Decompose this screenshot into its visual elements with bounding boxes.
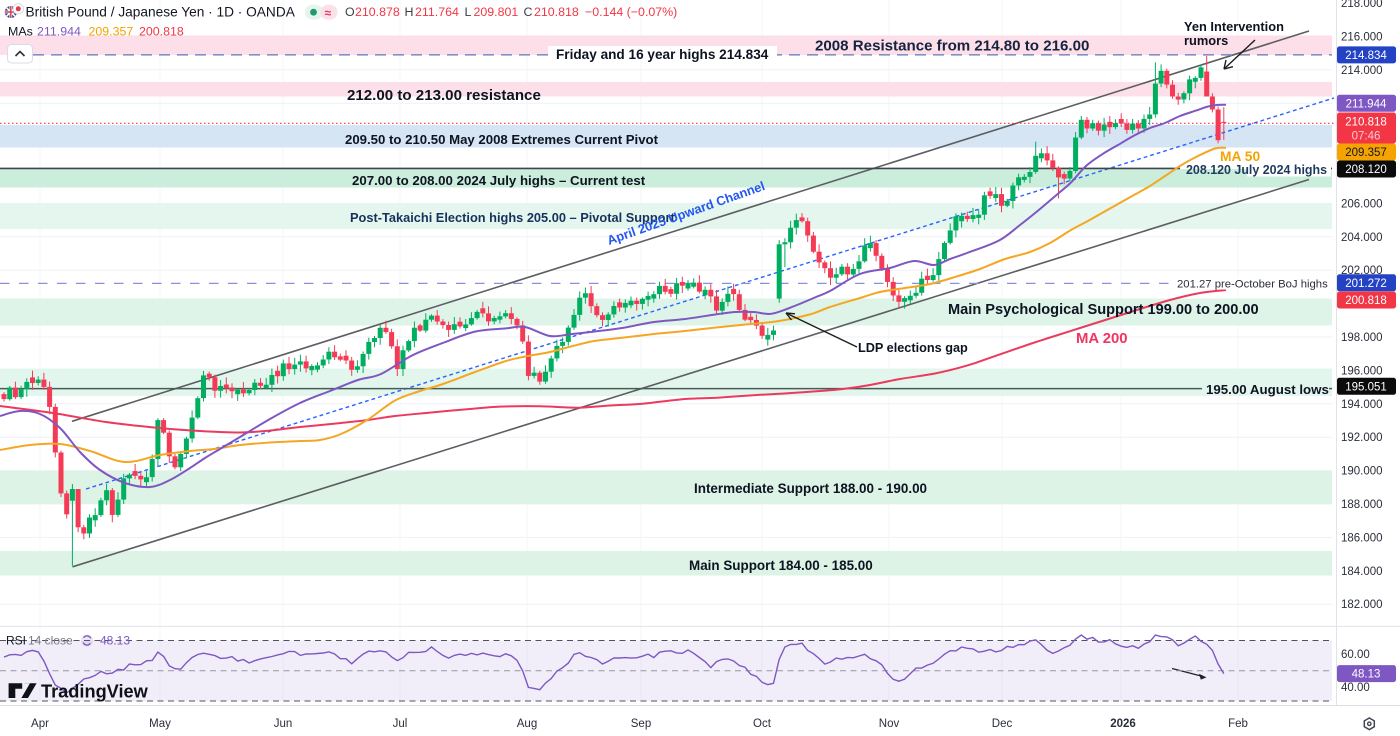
- svg-text:2026: 2026: [1110, 718, 1136, 730]
- svg-text:−0.144 (−0.07%): −0.144 (−0.07%): [585, 5, 677, 19]
- svg-text:14 close: 14 close: [28, 634, 73, 648]
- svg-text:195.00 August lows: 195.00 August lows: [1206, 382, 1329, 397]
- svg-text:British Pound / Japanese Yen ·: British Pound / Japanese Yen · 1D · OAND…: [26, 5, 296, 20]
- svg-text:201.27 pre-October BoJ highs: 201.27 pre-October BoJ highs: [1177, 279, 1328, 291]
- svg-text:TradingView: TradingView: [41, 682, 149, 702]
- svg-text:200.818: 200.818: [1345, 295, 1387, 307]
- svg-text:Aug: Aug: [517, 718, 537, 730]
- svg-text:214.834: 214.834: [1345, 50, 1387, 62]
- svg-text:209.357: 209.357: [1345, 147, 1387, 159]
- svg-text:H: H: [405, 5, 414, 19]
- svg-text:210.818: 210.818: [1345, 116, 1387, 128]
- svg-text:202.000: 202.000: [1341, 265, 1383, 277]
- svg-text:201.272: 201.272: [1345, 278, 1387, 290]
- svg-text:07:46: 07:46: [1352, 130, 1381, 142]
- svg-text:208.120: 208.120: [1345, 164, 1387, 176]
- svg-text:218.000: 218.000: [1341, 0, 1383, 10]
- svg-text:C: C: [524, 5, 533, 19]
- svg-text:209.801: 209.801: [474, 5, 519, 19]
- svg-text:Intermediate Support 188.00 -: Intermediate Support 188.00 - 190.00: [694, 481, 927, 496]
- svg-text:Apr: Apr: [31, 718, 49, 730]
- svg-text:208.120 July 2024 highs: 208.120 July 2024 highs: [1186, 163, 1327, 177]
- svg-text:rumors: rumors: [1184, 33, 1228, 48]
- svg-text:48.13: 48.13: [100, 634, 130, 648]
- svg-text:214.000: 214.000: [1341, 65, 1383, 77]
- svg-text:LDP elections gap: LDP elections gap: [858, 341, 968, 355]
- svg-text:195.051: 195.051: [1345, 381, 1387, 393]
- svg-text:188.000: 188.000: [1341, 499, 1383, 511]
- svg-text:209.357: 209.357: [89, 25, 134, 39]
- svg-text:206.000: 206.000: [1341, 198, 1383, 210]
- svg-text:211.944: 211.944: [37, 25, 81, 39]
- svg-text:May: May: [149, 718, 171, 730]
- svg-text:192.000: 192.000: [1341, 432, 1383, 444]
- svg-text:Sep: Sep: [631, 718, 651, 730]
- svg-text:Oct: Oct: [753, 718, 772, 730]
- svg-text:198.000: 198.000: [1341, 332, 1383, 344]
- svg-text:MA 50: MA 50: [1220, 149, 1260, 164]
- svg-text:204.000: 204.000: [1341, 232, 1383, 244]
- svg-text:194.000: 194.000: [1341, 399, 1383, 411]
- svg-text:Yen Intervention: Yen Intervention: [1184, 19, 1284, 34]
- svg-text:MA 200: MA 200: [1076, 331, 1128, 347]
- svg-text:182.000: 182.000: [1341, 599, 1383, 611]
- svg-text:Post-Takaichi Election highs 2: Post-Takaichi Election highs 205.00 – Pi…: [350, 210, 675, 225]
- svg-text:212.00 to 213.00 resistance: 212.00 to 213.00 resistance: [347, 87, 541, 104]
- svg-text:O: O: [345, 5, 355, 19]
- svg-text:207.00 to 208.00 2024 July hig: 207.00 to 208.00 2024 July highs – Curre…: [352, 173, 646, 188]
- svg-text:184.000: 184.000: [1341, 566, 1383, 578]
- svg-text:Main Psychological Support 199: Main Psychological Support 199.00 to 200…: [948, 302, 1259, 318]
- svg-text:2008 Resistance from 214.80 to: 2008 Resistance from 214.80 to 216.00: [815, 38, 1089, 55]
- svg-text:210.818: 210.818: [534, 5, 579, 19]
- svg-text:Dec: Dec: [992, 718, 1013, 730]
- svg-text:Main Support 184.00 - 185.00: Main Support 184.00 - 185.00: [689, 558, 873, 573]
- svg-text:Nov: Nov: [879, 718, 900, 730]
- svg-text:Friday and 16 year highs 214.8: Friday and 16 year highs 214.834: [556, 47, 769, 62]
- svg-text:Jun: Jun: [274, 718, 293, 730]
- svg-text:200.818: 200.818: [139, 25, 184, 39]
- svg-text:196.000: 196.000: [1341, 365, 1383, 377]
- svg-text:211.764: 211.764: [415, 5, 459, 19]
- svg-text:210.878: 210.878: [355, 5, 400, 19]
- svg-text:186.000: 186.000: [1341, 532, 1383, 544]
- svg-text:209.50 to 210.50 May 2008 Extr: 209.50 to 210.50 May 2008 Extremes Curre…: [345, 132, 659, 147]
- svg-text:211.944: 211.944: [1346, 98, 1387, 110]
- svg-text:MAs: MAs: [8, 25, 33, 39]
- svg-text:216.000: 216.000: [1341, 31, 1383, 43]
- svg-text:≈: ≈: [325, 6, 332, 20]
- svg-text:60.00: 60.00: [1341, 649, 1370, 661]
- svg-text:Feb: Feb: [1228, 718, 1248, 730]
- svg-text:48.13: 48.13: [1352, 669, 1381, 681]
- svg-text:Jul: Jul: [393, 718, 408, 730]
- svg-text:190.000: 190.000: [1341, 466, 1383, 478]
- svg-text:L: L: [465, 5, 472, 19]
- svg-text:RSI: RSI: [6, 634, 26, 648]
- svg-text:40.00: 40.00: [1341, 682, 1370, 694]
